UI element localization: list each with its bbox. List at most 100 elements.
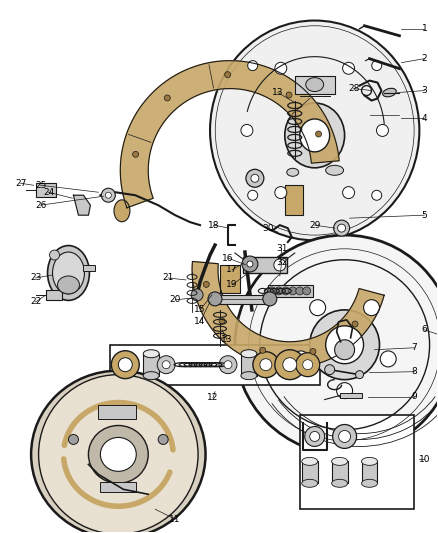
Bar — [241, 354, 257, 376]
Bar — [110, 345, 320, 385]
Ellipse shape — [53, 252, 85, 294]
Text: 15: 15 — [194, 305, 206, 314]
Text: 14: 14 — [194, 317, 206, 326]
Circle shape — [339, 431, 350, 442]
Text: 31: 31 — [276, 244, 288, 253]
Text: 1: 1 — [421, 25, 427, 33]
Ellipse shape — [143, 350, 159, 358]
Circle shape — [219, 356, 237, 374]
Circle shape — [275, 287, 283, 295]
Text: 29: 29 — [309, 221, 320, 230]
Text: 7: 7 — [412, 343, 417, 352]
Circle shape — [372, 61, 381, 70]
Ellipse shape — [300, 119, 330, 152]
Circle shape — [310, 432, 320, 441]
Circle shape — [303, 287, 311, 295]
Circle shape — [133, 151, 138, 157]
Circle shape — [224, 361, 232, 369]
Circle shape — [268, 287, 276, 295]
Circle shape — [380, 351, 396, 367]
Text: 27: 27 — [15, 179, 26, 188]
Text: 22: 22 — [30, 297, 41, 306]
Ellipse shape — [48, 246, 89, 301]
Circle shape — [157, 356, 175, 374]
Circle shape — [242, 256, 258, 272]
Circle shape — [203, 281, 209, 287]
Circle shape — [219, 318, 225, 324]
Circle shape — [283, 358, 297, 372]
Ellipse shape — [326, 165, 343, 175]
Polygon shape — [120, 61, 339, 208]
Ellipse shape — [326, 326, 364, 364]
Ellipse shape — [302, 457, 318, 465]
Bar — [215, 295, 270, 304]
Circle shape — [305, 426, 325, 447]
Circle shape — [332, 424, 357, 448]
Circle shape — [343, 187, 355, 199]
Circle shape — [274, 259, 286, 271]
Circle shape — [68, 434, 78, 445]
Circle shape — [118, 358, 132, 372]
Circle shape — [343, 62, 355, 74]
Text: 8: 8 — [412, 367, 417, 376]
Ellipse shape — [287, 168, 299, 176]
Circle shape — [247, 190, 258, 200]
Bar — [46, 290, 61, 300]
Ellipse shape — [306, 78, 324, 92]
Bar — [361, 462, 378, 483]
Bar — [35, 183, 56, 197]
Circle shape — [286, 92, 292, 98]
Circle shape — [225, 71, 231, 78]
Circle shape — [106, 192, 111, 198]
Ellipse shape — [143, 372, 159, 379]
Text: 6: 6 — [421, 325, 427, 334]
Circle shape — [246, 169, 264, 187]
Ellipse shape — [285, 103, 345, 168]
Circle shape — [364, 300, 380, 316]
Circle shape — [247, 261, 253, 267]
Circle shape — [310, 300, 325, 316]
Text: 26: 26 — [35, 201, 46, 209]
Ellipse shape — [361, 457, 378, 465]
Circle shape — [275, 187, 287, 199]
Bar — [295, 76, 335, 94]
Ellipse shape — [302, 479, 318, 487]
Circle shape — [101, 188, 115, 202]
Bar — [339, 393, 361, 398]
Circle shape — [251, 174, 259, 182]
Circle shape — [338, 224, 346, 232]
Circle shape — [275, 350, 305, 379]
Bar — [99, 405, 136, 418]
Circle shape — [356, 370, 364, 378]
Text: 21: 21 — [162, 273, 174, 282]
Ellipse shape — [361, 479, 378, 487]
Ellipse shape — [31, 370, 205, 533]
Circle shape — [275, 62, 287, 74]
Ellipse shape — [332, 457, 348, 465]
Circle shape — [337, 383, 353, 399]
Bar — [143, 354, 159, 376]
Text: 13: 13 — [221, 335, 233, 344]
Bar — [268, 285, 313, 297]
Text: 20: 20 — [170, 295, 181, 304]
Circle shape — [162, 361, 170, 369]
Text: 30: 30 — [262, 224, 274, 232]
Circle shape — [208, 292, 222, 306]
Text: 16: 16 — [222, 254, 234, 263]
Text: 13: 13 — [272, 88, 283, 97]
Text: 5: 5 — [421, 211, 427, 220]
Circle shape — [253, 352, 279, 378]
Circle shape — [334, 220, 350, 236]
Bar — [83, 265, 95, 271]
Circle shape — [111, 351, 139, 378]
Text: 10: 10 — [419, 455, 430, 464]
Text: 3: 3 — [421, 86, 427, 95]
Circle shape — [247, 61, 258, 70]
Circle shape — [263, 292, 277, 306]
Text: 17: 17 — [226, 265, 238, 274]
Text: 19: 19 — [226, 280, 238, 289]
Polygon shape — [74, 195, 90, 215]
Text: 23: 23 — [30, 273, 41, 282]
Text: 18: 18 — [208, 221, 220, 230]
Text: 12: 12 — [207, 393, 219, 402]
